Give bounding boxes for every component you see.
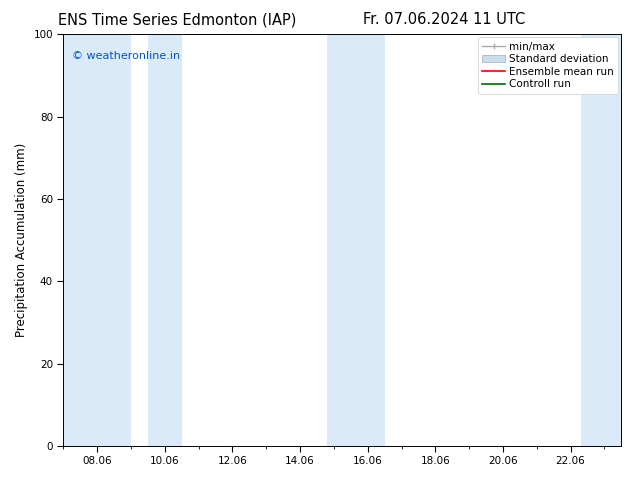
- Text: ENS Time Series Edmonton (IAP): ENS Time Series Edmonton (IAP): [58, 12, 297, 27]
- Legend: min/max, Standard deviation, Ensemble mean run, Controll run: min/max, Standard deviation, Ensemble me…: [478, 37, 618, 94]
- Bar: [581, 34, 621, 446]
- Text: © weatheronline.in: © weatheronline.in: [72, 51, 180, 61]
- Bar: [148, 34, 182, 446]
- Y-axis label: Precipitation Accumulation (mm): Precipitation Accumulation (mm): [15, 143, 28, 337]
- Text: Fr. 07.06.2024 11 UTC: Fr. 07.06.2024 11 UTC: [363, 12, 525, 27]
- Bar: [327, 34, 385, 446]
- Bar: [63, 34, 131, 446]
